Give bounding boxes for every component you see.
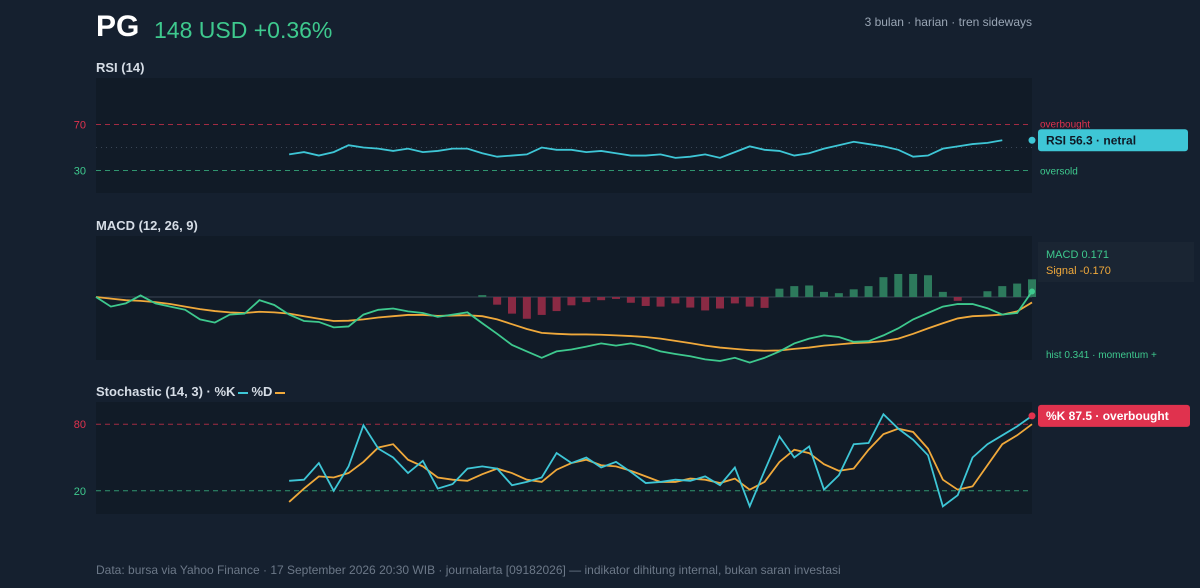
hist-value-label: hist 0.341 · momentum + (1046, 350, 1157, 361)
macd-hist-bar (924, 275, 932, 297)
stoch-badge-text: %K 87.5 · overbought (1046, 409, 1169, 423)
macd-hist-bar (656, 297, 665, 307)
macd-hist-bar (879, 277, 888, 297)
macd-value-box (1038, 242, 1194, 282)
macd-panel-bg (96, 236, 1032, 360)
k-legend-swatch (238, 391, 249, 394)
macd-line (95, 291, 1033, 364)
macd-hist-bar (909, 273, 918, 297)
macd-hist-bar (522, 297, 531, 319)
macd-hist-bar (953, 297, 962, 301)
stoch-last-point (1028, 412, 1036, 420)
macd-hist-bar (983, 291, 992, 297)
macd-hist-bar (998, 286, 1007, 297)
macd-hist-bar (790, 286, 799, 297)
macd-hist-bar (849, 289, 858, 297)
macd-hist-bar (641, 297, 650, 306)
macd-hist-bar (582, 297, 591, 303)
stoch-tick-20: 20 (74, 486, 86, 498)
ticker-symbol: PG (96, 10, 140, 43)
footer-source: Data: bursa via Yahoo Finance · 17 Septe… (96, 563, 841, 577)
macd-last-point (1029, 288, 1035, 295)
macd-hist-bar (567, 297, 576, 306)
rsi-tick-30: 30 (74, 166, 86, 178)
price-change: 148 USD +0.36% (154, 17, 333, 43)
signal-value-label: Signal -0.170 (1046, 265, 1111, 277)
macd-hist-bar (612, 297, 620, 299)
macd-hist-bar (1013, 283, 1022, 297)
macd-panel-title: MACD (12, 26, 9) (96, 218, 198, 233)
stoch-d-label: %D (251, 384, 273, 399)
macd-hist-bar (820, 291, 828, 297)
rsi-line (289, 139, 1003, 159)
macd-hist-bar (552, 297, 561, 312)
macd-hist-bar (671, 297, 680, 304)
macd-hist-bar (775, 288, 784, 297)
rsi-oversold-label: oversold (1040, 167, 1078, 178)
macd-hist-bar (508, 297, 516, 314)
macd-hist-bar (626, 297, 635, 303)
macd-hist-bar (716, 297, 724, 309)
macd-hist-bar (1028, 279, 1036, 297)
macd-hist-bar (864, 286, 873, 297)
rsi-panel-title: RSI (14) (96, 60, 145, 75)
macd-hist-bar (701, 297, 710, 311)
macd-hist-bar (834, 293, 843, 297)
macd-hist-bar (478, 295, 487, 297)
macd-hist-bar (760, 297, 769, 308)
macd-hist-bar (597, 297, 606, 301)
macd-hist-bar (537, 297, 546, 315)
rsi-badge (1038, 129, 1188, 152)
macd-hist-bar (805, 285, 814, 297)
stoch-badge (1038, 404, 1190, 427)
macd-hist-bar (686, 297, 695, 308)
macd-hist-bar (938, 291, 947, 297)
macd-value-label: MACD 0.171 (1046, 249, 1109, 261)
rsi-last-point (1028, 136, 1036, 144)
signal-line (95, 296, 1033, 352)
stoch-title-text: Stochastic (14, 3) · %K (96, 384, 236, 399)
macd-hist-bar (894, 273, 903, 297)
macd-hist-bar (493, 297, 502, 305)
macd-hist-bar (730, 297, 739, 304)
macd-hist-bar (745, 297, 754, 307)
rsi-panel-bg (96, 78, 1032, 193)
rsi-badge-text: RSI 56.3 · netral (1046, 133, 1136, 147)
rsi-tick-70: 70 (74, 120, 86, 132)
stoch-panel-title: Stochastic (14, 3) · %K %D (96, 384, 288, 399)
stoch-tick-80: 80 (74, 419, 86, 431)
rsi-overbought-label: overbought (1040, 120, 1090, 131)
chart-meta: 3 bulan · harian · tren sideways (864, 15, 1032, 29)
d-legend-swatch (275, 391, 286, 394)
stoch-k-line (289, 412, 1033, 509)
